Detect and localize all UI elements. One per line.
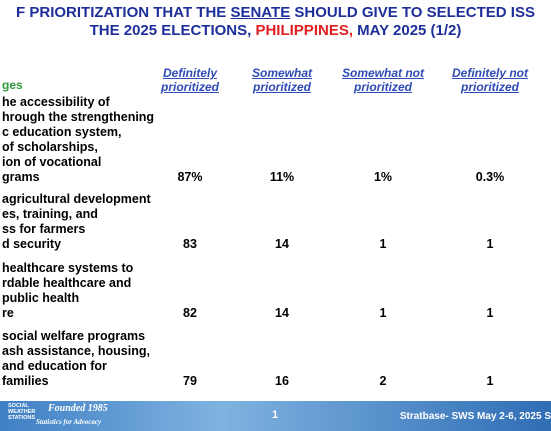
cell-value: 1% — [373, 170, 393, 184]
title-text: F PRIORITIZATION THAT THE — [16, 4, 231, 21]
cell-value: 79 — [183, 374, 197, 388]
row-label: hrough the strengthening — [2, 110, 155, 124]
cell-value: 14 — [275, 237, 289, 251]
cell-value: 1 — [486, 306, 494, 320]
row-label: and education for — [2, 359, 107, 373]
page-number: 1 — [272, 409, 279, 421]
row-label: families — [2, 374, 49, 388]
row-label: social welfare programs — [2, 329, 146, 343]
column-header: prioritized — [353, 80, 412, 94]
cell-value: 1 — [486, 374, 494, 388]
cell-value: 87% — [177, 170, 203, 184]
row-label: healthcare systems to — [2, 261, 134, 275]
logo-text: STATIONS — [8, 415, 35, 421]
cell-value: 1 — [486, 237, 494, 251]
source: Stratbase- SWS May 2-6, 2025 S — [399, 411, 551, 422]
row-label: of scholarships, — [2, 140, 98, 154]
cell-value: 14 — [275, 306, 289, 320]
founded: Founded 1985 — [48, 403, 108, 414]
title-text: MAY 2025 (1/2) — [353, 22, 462, 39]
row-label: agricultural development — [2, 192, 151, 206]
cell-value: 1 — [379, 306, 387, 320]
row-label: d security — [2, 237, 62, 251]
column-header: prioritized — [460, 80, 519, 94]
row-label: rdable healthcare and — [2, 276, 132, 290]
row-label: re — [2, 306, 14, 320]
logo-text: SOCIAL — [8, 403, 29, 409]
tagline: Statistics for Advocacy — [36, 418, 102, 426]
footer-bar: SOCIAL WEATHER STATIONS Founded 1985 Stati… — [0, 401, 551, 431]
title-text: SHOULD GIVE TO SELECTED ISS — [290, 4, 535, 21]
row-label: public health — [2, 291, 80, 305]
row-label: grams — [2, 170, 40, 184]
cell-value: 2 — [379, 374, 387, 388]
cell-value: 0.3% — [475, 170, 505, 184]
row-label: ss for farmers — [2, 222, 86, 236]
cell-value: 83 — [183, 237, 197, 251]
stub-header: ges — [2, 78, 23, 92]
title-text: THE 2025 ELECTIONS, — [89, 22, 256, 39]
row-label: he accessibility of — [2, 95, 110, 109]
cell-value: 11% — [269, 170, 295, 184]
column-header: Somewhat not — [341, 66, 424, 80]
title-senate: SENATE — [230, 4, 291, 21]
title-line-1: F PRIORITIZATION THAT THE SENATE SHOULD … — [0, 4, 551, 21]
row-label: c education system, — [2, 125, 122, 139]
row-label: ash assistance, housing, — [2, 344, 150, 358]
title-line-2: THE 2025 ELECTIONS, PHILIPPINES, MAY 202… — [0, 22, 551, 39]
column-header: Somewhat — [251, 66, 312, 80]
column-header: Definitely not — [451, 66, 528, 80]
column-header: prioritized — [160, 80, 219, 94]
cell-value: 82 — [183, 306, 197, 320]
column-header: prioritized — [252, 80, 311, 94]
logo-text: WEATHER — [8, 409, 36, 415]
cell-value: 16 — [275, 374, 289, 388]
column-header: Definitely — [162, 66, 217, 80]
row-label: es, training, and — [2, 207, 98, 221]
logo: SOCIAL WEATHER STATIONS — [8, 403, 35, 421]
row-label: ion of vocational — [2, 155, 102, 169]
title-country: PHILIPPINES, — [255, 22, 353, 39]
cell-value: 1 — [379, 237, 387, 251]
